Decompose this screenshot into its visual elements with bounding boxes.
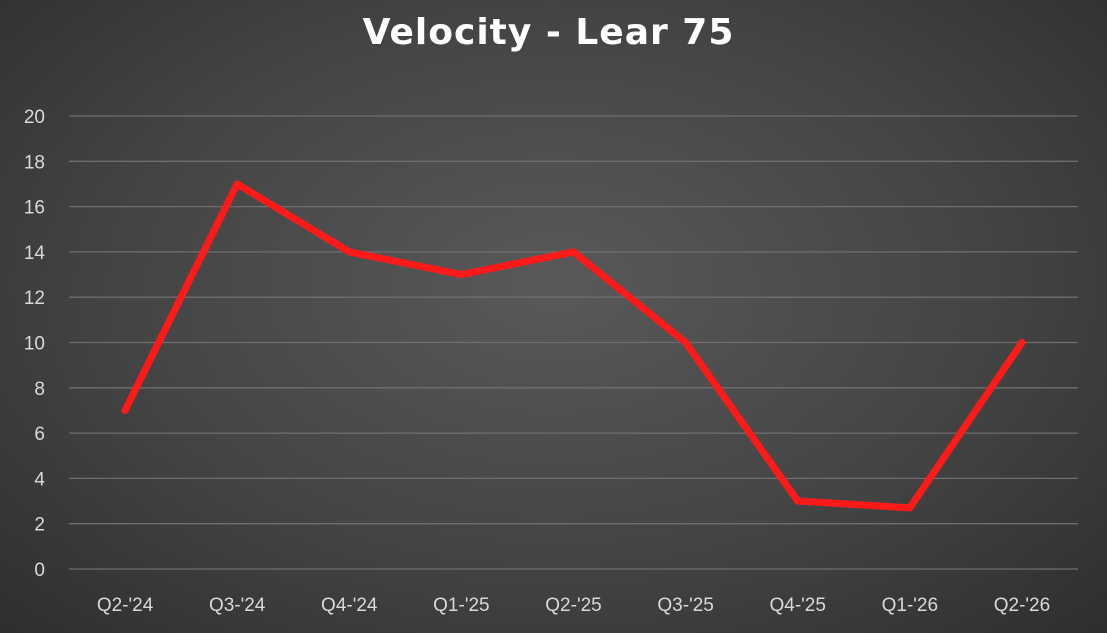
y-tick-label: 2 (34, 515, 45, 536)
data-point (1018, 339, 1026, 346)
y-tick-label: 6 (34, 424, 45, 445)
data-point (121, 406, 129, 414)
y-tick-label: 8 (34, 379, 45, 400)
x-tick-label: Q2-'24 (97, 595, 154, 616)
series-line (121, 180, 1026, 512)
y-tick-label: 10 (24, 334, 45, 355)
y-tick-label: 0 (34, 560, 45, 581)
data-point (794, 497, 802, 505)
data-point (233, 180, 241, 188)
y-tick-label: 4 (34, 469, 45, 490)
x-tick-label: Q1-'25 (433, 595, 489, 616)
x-tick-label: Q4-'24 (321, 595, 378, 616)
x-tick-label: Q2-'26 (994, 595, 1050, 616)
data-point (570, 248, 577, 256)
data-point (457, 271, 465, 279)
y-tick-label: 16 (24, 198, 45, 219)
data-point (906, 504, 914, 512)
y-tick-label: 18 (24, 152, 45, 173)
y-tick-label: 20 (24, 107, 45, 128)
x-tick-label: Q4-'25 (770, 595, 826, 616)
x-tick-label: Q1-'26 (882, 595, 938, 616)
x-tick-label: Q2-'25 (545, 595, 601, 616)
data-point (345, 248, 353, 256)
y-tick-label: 14 (24, 243, 46, 264)
chart-title: Velocity - Lear 75 (362, 12, 735, 53)
x-tick-label: Q3-'25 (657, 595, 713, 616)
data-point (682, 339, 690, 346)
y-tick-label: 12 (24, 288, 45, 309)
x-tick-label: Q3-'24 (209, 595, 266, 616)
